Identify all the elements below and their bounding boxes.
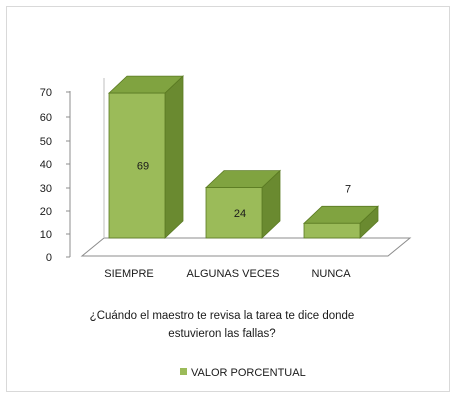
bar-side (164, 75, 184, 239)
y-tick-label: 40 (40, 159, 52, 171)
y-axis: 0 10 20 30 40 50 60 70 (40, 87, 71, 264)
bar-algunas-veces (205, 187, 263, 239)
y-tick-label: 60 (40, 112, 52, 124)
x-axis-labels: SIEMPRE ALGUNAS VECES NUNCA (104, 268, 351, 280)
y-tick-label: 10 (40, 229, 52, 241)
axis-title-line-1: ¿Cuándo el maestro te revisa la tarea te… (90, 310, 355, 322)
y-tick-label: 0 (46, 252, 52, 264)
y-tick-label: 20 (40, 206, 52, 218)
bars (107, 75, 380, 239)
data-labels: 69 24 7 (137, 161, 351, 220)
x-category-label: NUNCA (311, 268, 351, 280)
x-category-label: ALGUNAS VECES (187, 268, 280, 280)
bar-nunca (303, 222, 361, 239)
bar-siempre (108, 92, 166, 239)
legend-label: VALOR PORCENTUAL (191, 367, 306, 379)
data-label: 7 (345, 183, 351, 195)
legend: VALOR PORCENTUAL (180, 367, 306, 379)
chart-floor (80, 78, 412, 257)
y-tick-label: 70 (40, 87, 52, 99)
axis-title-line-2: estuvieron las fallas? (168, 328, 275, 340)
data-label: 69 (137, 161, 149, 173)
legend-swatch (180, 368, 187, 375)
y-tick-label: 30 (40, 183, 52, 195)
x-category-label: SIEMPRE (104, 268, 154, 280)
y-tick-label: 50 (40, 136, 52, 148)
data-label: 24 (234, 208, 246, 220)
floor-plane (80, 237, 412, 257)
